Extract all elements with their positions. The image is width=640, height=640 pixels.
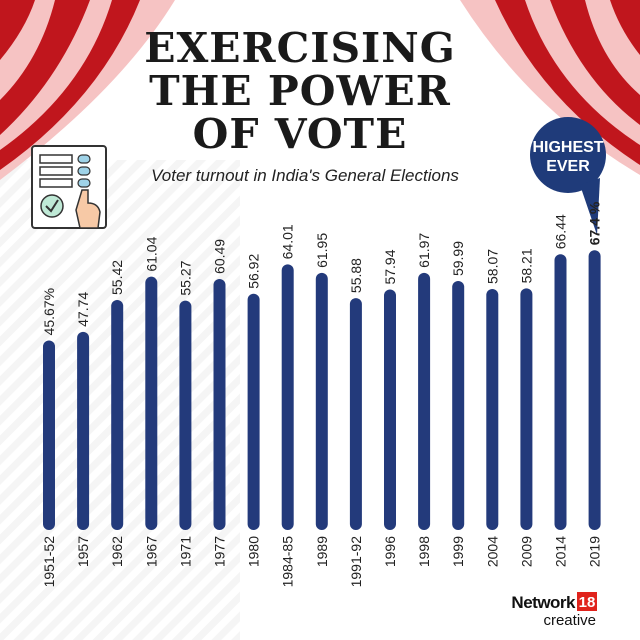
bar-1967 — [145, 276, 158, 530]
title-line-3: OF VOTE — [193, 110, 408, 158]
category-label: 1957 — [75, 536, 91, 567]
bar-1999 — [452, 281, 465, 530]
category-label: 1998 — [416, 536, 432, 567]
value-label: 45.67% — [41, 288, 57, 335]
category-label: 2014 — [553, 536, 569, 567]
category-label: 2019 — [587, 536, 603, 567]
voting-machine-hand-icon — [31, 145, 107, 229]
bar-2009 — [520, 288, 533, 530]
bar-1962 — [111, 300, 124, 530]
category-label: 2009 — [518, 536, 534, 567]
subtitle: Voter turnout in India's General Electio… — [151, 166, 459, 185]
bar-1984-85 — [281, 264, 294, 530]
value-label: 66.44 — [553, 214, 569, 249]
value-label: 61.97 — [416, 233, 432, 268]
value-label: 58.21 — [518, 248, 534, 283]
value-label: 57.94 — [382, 249, 398, 284]
logo-brand: Network — [511, 593, 576, 612]
bar-1957 — [77, 331, 90, 530]
bar-series: 45.67% 1951-52 47.74 1957 55.42 1962 61.04 1967… — [41, 201, 603, 587]
bar-2014 — [554, 254, 567, 531]
category-label: 1977 — [212, 536, 228, 567]
category-label: 1991-92 — [348, 536, 364, 588]
value-label: 60.49 — [212, 239, 228, 274]
badge-line-2: EVER — [546, 158, 590, 175]
category-label: 1996 — [382, 536, 398, 567]
value-label: 47.74 — [75, 292, 91, 327]
value-label: 59.99 — [450, 241, 466, 276]
value-label: 56.92 — [246, 254, 262, 289]
category-label: 1984-85 — [280, 536, 296, 588]
category-label: 1971 — [177, 536, 193, 567]
bar-1971 — [179, 300, 192, 530]
category-label: 1999 — [450, 536, 466, 567]
bar-1989 — [315, 272, 328, 530]
bar-2019 — [588, 250, 601, 531]
value-label: 55.42 — [109, 260, 125, 295]
logo-sub: creative — [543, 612, 596, 629]
value-label: 61.95 — [314, 233, 330, 268]
bar-1991-92 — [349, 298, 362, 530]
value-label: 55.27 — [177, 260, 193, 295]
category-label: 1951-52 — [41, 536, 57, 588]
category-label: 2004 — [484, 536, 500, 567]
value-label: 55.88 — [348, 258, 364, 293]
category-label: 1967 — [143, 536, 159, 567]
left-curtain — [0, 0, 175, 180]
category-label: 1989 — [314, 536, 330, 567]
bar-1980 — [247, 293, 260, 530]
badge-line-1: HIGHEST — [532, 139, 603, 156]
logo-number: 18 — [579, 594, 596, 611]
value-label: 67.4 % — [587, 201, 603, 245]
bar-1998 — [418, 272, 431, 530]
bar-1977 — [213, 278, 226, 530]
category-label: 1980 — [246, 536, 262, 567]
logo-number-box — [577, 592, 597, 611]
value-label: 61.04 — [143, 236, 159, 271]
network18-logo: Network 18 creative — [511, 592, 597, 629]
bar-2004 — [486, 289, 499, 530]
value-label: 58.07 — [484, 249, 500, 284]
value-label: 64.01 — [280, 224, 296, 259]
bar-1951-52 — [43, 340, 55, 530]
category-label: 1962 — [109, 536, 125, 567]
title-line-2: THE POWER — [149, 67, 451, 115]
highest-ever-badge: HIGHEST EVER — [530, 117, 606, 235]
bar-1996 — [384, 289, 396, 530]
title-line-1: EXERCISING — [144, 24, 455, 72]
